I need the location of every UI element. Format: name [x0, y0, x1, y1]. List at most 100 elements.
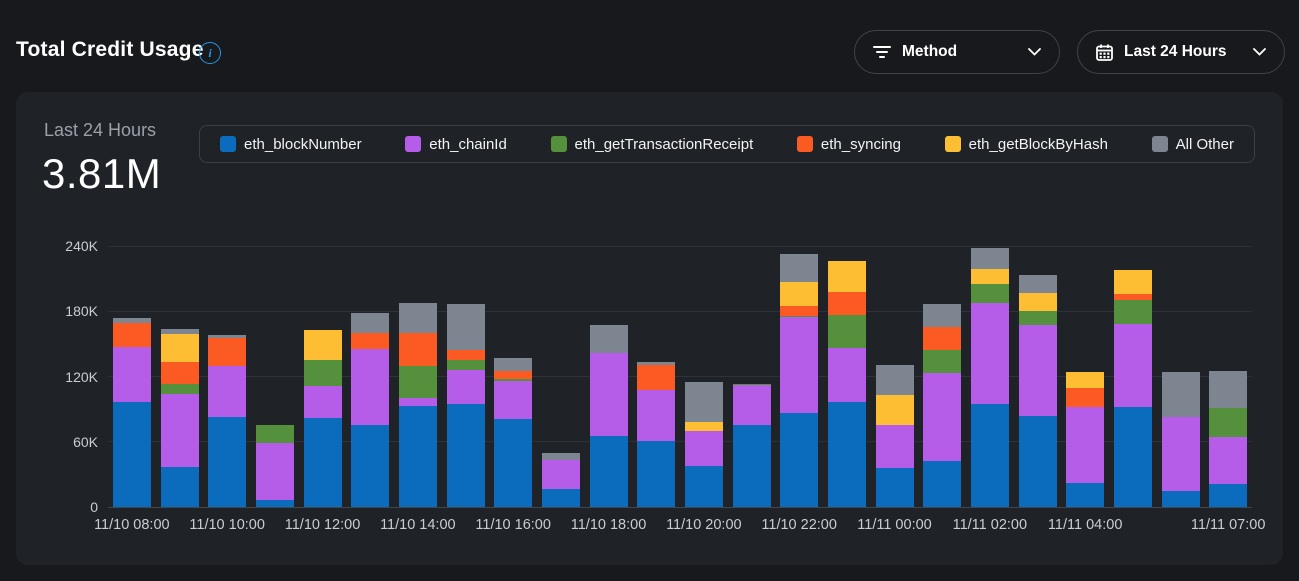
bar-segment[interactable]	[1209, 371, 1248, 409]
bar-segment[interactable]	[494, 380, 533, 419]
bar-segment[interactable]	[112, 401, 151, 507]
stacked-bar[interactable]	[446, 303, 485, 507]
bar-segment[interactable]	[780, 316, 819, 414]
bar-segment[interactable]	[541, 460, 580, 489]
bar-segment[interactable]	[827, 348, 866, 402]
stacked-bar[interactable]	[923, 303, 962, 507]
bar-segment[interactable]	[398, 302, 437, 334]
bar-segment[interactable]	[780, 253, 819, 282]
bar-segment[interactable]	[303, 386, 342, 418]
bar-segment[interactable]	[923, 326, 962, 351]
legend-item[interactable]: eth_syncing	[796, 136, 901, 153]
bar-segment[interactable]	[1161, 372, 1200, 417]
stacked-bar[interactable]	[684, 381, 723, 507]
stacked-bar[interactable]	[208, 335, 247, 507]
bar-segment[interactable]	[827, 261, 866, 292]
bar-segment[interactable]	[160, 466, 199, 507]
bar-segment[interactable]	[112, 317, 151, 324]
bar-segment[interactable]	[970, 248, 1009, 269]
method-dropdown[interactable]: Method	[854, 30, 1060, 74]
bar-segment[interactable]	[923, 373, 962, 462]
bar-segment[interactable]	[351, 349, 390, 426]
bar-segment[interactable]	[589, 325, 628, 353]
bar-segment[interactable]	[160, 393, 199, 467]
bar-segment[interactable]	[1209, 484, 1248, 507]
stacked-bar[interactable]	[875, 364, 914, 507]
bar-segment[interactable]	[494, 358, 533, 372]
bar-segment[interactable]	[827, 401, 866, 507]
stacked-bar[interactable]	[1066, 372, 1105, 507]
bar-segment[interactable]	[1066, 483, 1105, 507]
bar-segment[interactable]	[160, 334, 199, 363]
stacked-bar[interactable]	[1113, 269, 1152, 507]
bar-segment[interactable]	[684, 465, 723, 507]
bar-segment[interactable]	[398, 405, 437, 507]
bar-segment[interactable]	[446, 369, 485, 404]
stacked-bar[interactable]	[494, 358, 533, 507]
bar-segment[interactable]	[732, 425, 771, 507]
bar-segment[interactable]	[494, 418, 533, 507]
stacked-bar[interactable]	[160, 328, 199, 507]
bar-segment[interactable]	[875, 425, 914, 468]
bar-segment[interactable]	[923, 350, 962, 374]
bar-segment[interactable]	[398, 365, 437, 399]
bar-segment[interactable]	[351, 425, 390, 507]
bar-segment[interactable]	[970, 302, 1009, 404]
bar-segment[interactable]	[494, 371, 533, 379]
stacked-bar[interactable]	[637, 362, 676, 507]
bar-segment[interactable]	[1113, 324, 1152, 407]
bar-segment[interactable]	[398, 398, 437, 406]
bar-segment[interactable]	[303, 329, 342, 361]
stacked-bar[interactable]	[255, 425, 294, 507]
bar-segment[interactable]	[1018, 275, 1057, 293]
bar-segment[interactable]	[541, 488, 580, 507]
bar-segment[interactable]	[208, 416, 247, 507]
bar-segment[interactable]	[112, 347, 151, 402]
stacked-bar[interactable]	[351, 313, 390, 507]
bar-segment[interactable]	[1066, 406, 1105, 484]
bar-segment[interactable]	[1066, 372, 1105, 389]
bar-segment[interactable]	[589, 436, 628, 507]
bar-segment[interactable]	[875, 364, 914, 396]
stacked-bar[interactable]	[303, 329, 342, 507]
bar-segment[interactable]	[684, 381, 723, 423]
legend-item[interactable]: eth_chainId	[405, 136, 507, 153]
stacked-bar[interactable]	[1209, 371, 1248, 507]
bar-segment[interactable]	[1066, 388, 1105, 407]
bar-segment[interactable]	[446, 303, 485, 351]
bar-segment[interactable]	[780, 305, 819, 316]
bar-segment[interactable]	[1113, 269, 1152, 294]
stacked-bar[interactable]	[780, 253, 819, 507]
bar-segment[interactable]	[970, 268, 1009, 285]
bar-segment[interactable]	[398, 333, 437, 366]
stacked-bar[interactable]	[1161, 372, 1200, 507]
stacked-bar[interactable]	[1018, 275, 1057, 507]
bar-segment[interactable]	[1209, 437, 1248, 485]
bar-segment[interactable]	[255, 500, 294, 507]
bar-segment[interactable]	[1018, 325, 1057, 416]
bar-segment[interactable]	[637, 440, 676, 507]
bar-segment[interactable]	[160, 328, 199, 335]
bar-segment[interactable]	[1113, 300, 1152, 325]
bar-segment[interactable]	[589, 352, 628, 437]
bar-segment[interactable]	[351, 313, 390, 333]
bar-segment[interactable]	[208, 338, 247, 366]
bar-segment[interactable]	[446, 360, 485, 370]
bar-segment[interactable]	[732, 384, 771, 386]
bar-segment[interactable]	[1018, 415, 1057, 507]
bar-segment[interactable]	[208, 365, 247, 417]
bar-segment[interactable]	[160, 384, 199, 394]
bar-segment[interactable]	[875, 467, 914, 507]
bar-segment[interactable]	[970, 284, 1009, 303]
timerange-dropdown[interactable]: Last 24 Hours	[1077, 30, 1285, 74]
bar-segment[interactable]	[1018, 311, 1057, 326]
bar-segment[interactable]	[1209, 408, 1248, 438]
bar-segment[interactable]	[1161, 416, 1200, 491]
bar-segment[interactable]	[1113, 406, 1152, 507]
stacked-bar[interactable]	[827, 261, 866, 507]
bar-segment[interactable]	[1018, 292, 1057, 312]
legend-item[interactable]: All Other	[1151, 136, 1234, 153]
stacked-bar[interactable]	[398, 302, 437, 507]
bar-segment[interactable]	[351, 333, 390, 350]
bar-segment[interactable]	[160, 362, 199, 385]
